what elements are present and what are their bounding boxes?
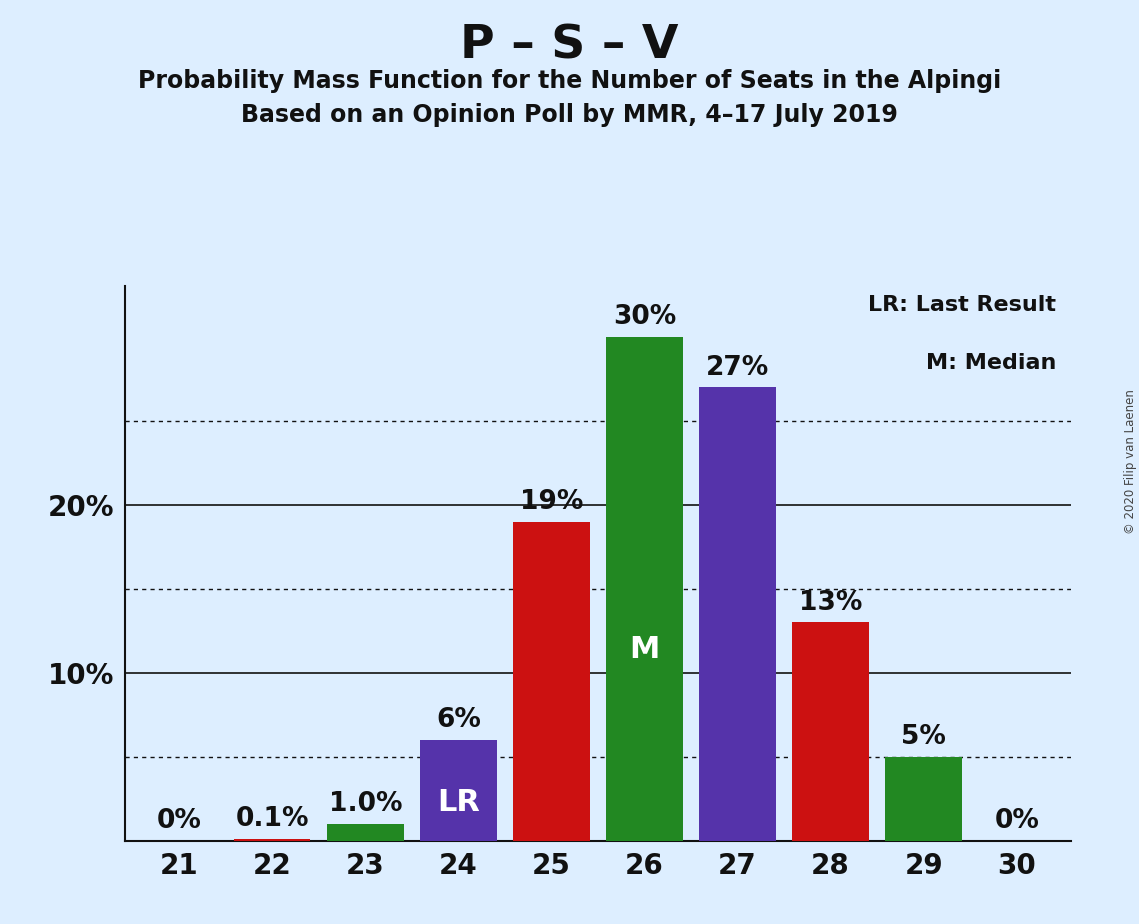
Text: 0%: 0% — [157, 808, 202, 834]
Text: 0.1%: 0.1% — [236, 807, 309, 833]
Bar — [420, 740, 497, 841]
Bar — [793, 623, 869, 841]
Text: LR: Last Result: LR: Last Result — [868, 295, 1057, 315]
Text: P – S – V: P – S – V — [460, 23, 679, 68]
Text: 0%: 0% — [994, 808, 1039, 834]
Text: 13%: 13% — [798, 590, 862, 615]
Bar — [699, 387, 776, 841]
Bar — [235, 839, 311, 841]
Text: M: M — [630, 635, 659, 663]
Text: M: Median: M: Median — [926, 353, 1057, 373]
Bar — [606, 337, 682, 841]
Text: © 2020 Filip van Laenen: © 2020 Filip van Laenen — [1124, 390, 1137, 534]
Text: 30%: 30% — [613, 304, 677, 330]
Text: LR: LR — [437, 788, 480, 817]
Text: Based on an Opinion Poll by MMR, 4–17 July 2019: Based on an Opinion Poll by MMR, 4–17 Ju… — [241, 103, 898, 128]
Bar — [514, 522, 590, 841]
Text: 19%: 19% — [519, 489, 583, 515]
Text: 27%: 27% — [706, 355, 769, 381]
Text: 1.0%: 1.0% — [329, 791, 402, 818]
Text: Probability Mass Function for the Number of Seats in the Alpingi: Probability Mass Function for the Number… — [138, 69, 1001, 93]
Bar — [885, 757, 961, 841]
Text: 6%: 6% — [436, 707, 481, 734]
Bar — [327, 824, 403, 841]
Text: 5%: 5% — [901, 724, 947, 750]
